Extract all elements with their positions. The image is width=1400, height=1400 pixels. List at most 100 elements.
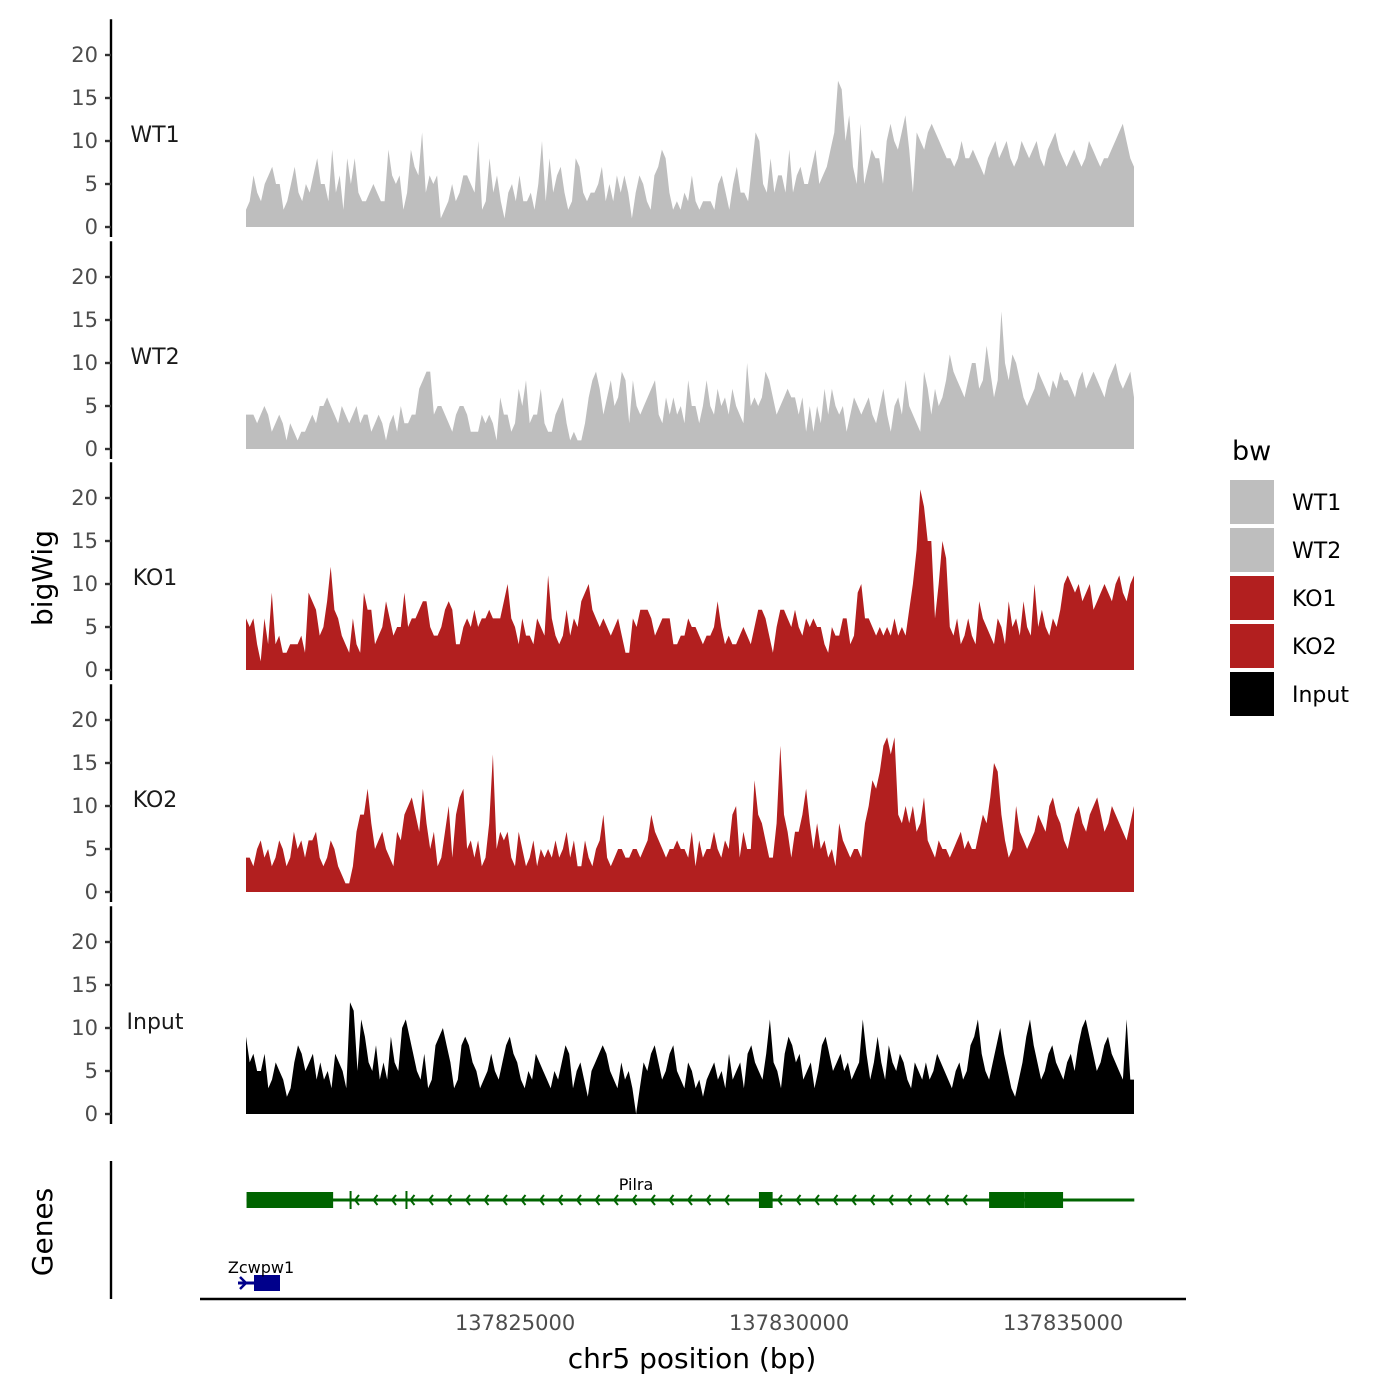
y-tick-label: 0 (85, 880, 98, 904)
strand-arrow (353, 1194, 360, 1206)
coverage-area-wt2 (246, 311, 1134, 449)
y-tick-label: 5 (85, 837, 98, 861)
legend: bw WT1 WT2 KO1 KO2 Input (1230, 436, 1349, 716)
gene-label-pilra: Pilra (619, 1175, 654, 1194)
strand-arrow (427, 1194, 434, 1206)
gene-track: Pilra Zcwpw1 (109, 1161, 1135, 1299)
gene-exon (989, 1192, 1025, 1208)
gene-exon (405, 1191, 408, 1209)
strand-arrow (795, 1194, 802, 1206)
gene-exon (758, 1192, 773, 1208)
strand-arrow (832, 1194, 839, 1206)
strand-arrow (705, 1194, 712, 1206)
y-tick-label: 5 (85, 615, 98, 639)
strand-arrow (961, 1194, 968, 1206)
x-tick-label: 137830000 (729, 1311, 849, 1335)
strand-arrow (850, 1194, 857, 1206)
y-tick-label: 0 (85, 215, 98, 239)
gene-zcwpw1: Zcwpw1 (228, 1258, 294, 1291)
strand-arrow (520, 1194, 527, 1206)
gene-label-zcwpw1: Zcwpw1 (228, 1258, 294, 1277)
strand-arrow (686, 1194, 693, 1206)
track-wt2: 0 5 10 15 20 WT2 (71, 241, 1134, 461)
strand-arrow (239, 1276, 248, 1290)
x-tick-label: 137825000 (455, 1311, 575, 1335)
strand-arrow (723, 1194, 730, 1206)
y-tick-label: 5 (85, 172, 98, 196)
track-label: Input (127, 1010, 184, 1035)
y-tick-label: 15 (71, 308, 98, 332)
x-tick-label: 137835000 (1003, 1311, 1123, 1335)
coverage-tracks: 0 5 10 15 20 WT1 0 5 10 15 20 WT2 0 5 10 15 20 KO1 0 5 10 15 2… (71, 19, 1134, 1126)
strand-arrow (557, 1194, 564, 1206)
legend-label: KO2 (1292, 635, 1337, 660)
legend-title: bw (1232, 436, 1271, 467)
y-tick-label: 15 (71, 751, 98, 775)
y-tick-label: 0 (85, 1102, 98, 1126)
y-tick-label: 10 (71, 794, 98, 818)
x-axis-title: chr5 position (bp) (568, 1342, 817, 1375)
genes-axis-title: Genes (26, 1188, 59, 1276)
y-tick-label: 10 (71, 351, 98, 375)
track-ko2: 0 5 10 15 20 KO2 (71, 684, 1134, 904)
strand-arrow (813, 1194, 820, 1206)
strand-arrow (575, 1194, 582, 1206)
y-tick-label: 0 (85, 658, 98, 682)
legend-key-wt2 (1230, 528, 1274, 572)
y-tick-label: 20 (71, 708, 98, 732)
strand-arrow (483, 1194, 490, 1206)
gene-exon (246, 1192, 334, 1208)
y-tick-label: 10 (71, 572, 98, 596)
strand-arrow (446, 1194, 453, 1206)
gene-exon (254, 1275, 280, 1291)
legend-key-input (1230, 672, 1274, 716)
track-label: WT2 (130, 345, 179, 370)
y-tick-label: 20 (71, 930, 98, 954)
track-wt1: 0 5 10 15 20 WT1 (71, 19, 1134, 239)
legend-key-wt1 (1230, 480, 1274, 524)
track-input: 0 5 10 15 20 Input (71, 906, 1134, 1126)
legend-label: KO1 (1292, 587, 1337, 612)
strand-arrow (372, 1194, 379, 1206)
legend-label: WT2 (1292, 539, 1341, 564)
strand-arrow (924, 1194, 931, 1206)
strand-arrow (390, 1194, 397, 1206)
x-axis: 137825000 137830000 137835000 chr5 posit… (200, 1297, 1186, 1375)
y-tick-label: 15 (71, 973, 98, 997)
strand-arrow (464, 1194, 471, 1206)
y-axis-title: bigWig (26, 530, 59, 626)
legend-label: Input (1292, 683, 1349, 708)
legend-key-ko2 (1230, 624, 1274, 668)
gene-exon (349, 1191, 352, 1209)
coverage-area-ko2 (246, 737, 1134, 892)
y-tick-label: 20 (71, 43, 98, 67)
strand-arrow (649, 1194, 656, 1206)
strand-arrow (612, 1194, 619, 1206)
coverage-area-ko1 (246, 489, 1134, 670)
y-tick-label: 15 (71, 86, 98, 110)
y-tick-label: 5 (85, 1059, 98, 1083)
strand-arrow (943, 1194, 950, 1206)
strand-arrow (869, 1194, 876, 1206)
track-label: WT1 (130, 123, 179, 148)
coverage-area-input (246, 1002, 1134, 1114)
strand-arrow (594, 1194, 601, 1206)
y-tick-label: 0 (85, 437, 98, 461)
strand-arrow (887, 1194, 894, 1206)
y-tick-label: 5 (85, 394, 98, 418)
y-tick-label: 20 (71, 486, 98, 510)
strand-arrow (631, 1194, 638, 1206)
strand-arrow (776, 1194, 783, 1206)
y-tick-label: 10 (71, 129, 98, 153)
strand-arrow (538, 1194, 545, 1206)
track-label: KO2 (133, 788, 178, 813)
strand-arrow (409, 1194, 416, 1206)
coverage-area-wt1 (246, 80, 1134, 227)
track-label: KO1 (133, 566, 178, 591)
y-tick-label: 15 (71, 529, 98, 553)
track-ko1: 0 5 10 15 20 KO1 (71, 462, 1134, 682)
strand-arrow (501, 1194, 508, 1206)
y-tick-label: 20 (71, 265, 98, 289)
legend-key-ko1 (1230, 576, 1274, 620)
